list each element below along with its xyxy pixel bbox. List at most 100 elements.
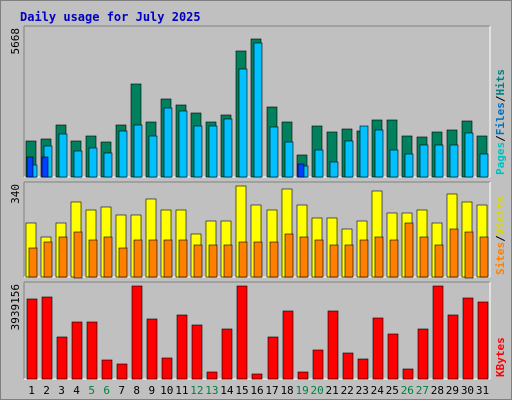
legend-label-hits: Hits xyxy=(494,69,507,96)
day-label: 21 xyxy=(326,384,339,397)
sites-bar xyxy=(148,239,158,278)
sites-bar xyxy=(359,239,369,278)
panel-2-legend: Sites/Visits xyxy=(494,196,507,276)
files-bar xyxy=(73,150,83,178)
kbytes-bar xyxy=(267,336,279,380)
kbytes-bar xyxy=(357,358,369,380)
files-bar xyxy=(419,144,429,178)
files-bar xyxy=(223,118,233,178)
kbytes-bar xyxy=(26,298,38,380)
day-label: 11 xyxy=(175,384,188,397)
legend-label-: / xyxy=(494,235,507,242)
legend-label-files: Files xyxy=(494,102,507,135)
sites-bar xyxy=(193,244,203,278)
sites-bar xyxy=(299,236,309,278)
day-label: 27 xyxy=(416,384,429,397)
kbytes-bar xyxy=(191,324,203,380)
sites-bar xyxy=(178,239,188,278)
files-bar xyxy=(359,125,369,178)
kbytes-bar xyxy=(312,349,324,380)
day-label: 17 xyxy=(265,384,278,397)
day-label: 29 xyxy=(446,384,459,397)
kbytes-bar xyxy=(447,314,459,380)
day-label: 8 xyxy=(133,384,140,397)
sites-bar xyxy=(329,244,339,278)
day-label: 5 xyxy=(88,384,95,397)
day-label: 19 xyxy=(295,384,308,397)
sites-bar xyxy=(223,244,233,278)
legend-label-sites: Sites xyxy=(494,242,507,275)
kbytes-bar xyxy=(342,352,354,380)
kbytes-bar xyxy=(417,328,429,380)
files-bar xyxy=(103,152,113,178)
files-bar xyxy=(163,107,173,178)
kbytes-bar xyxy=(86,321,98,380)
sites-bar xyxy=(253,241,263,278)
kbytes-bar xyxy=(236,285,248,380)
day-label: 25 xyxy=(386,384,399,397)
files-bar xyxy=(133,124,143,178)
day-label: 13 xyxy=(205,384,218,397)
legend-label-: / xyxy=(494,135,507,142)
day-label: 30 xyxy=(461,384,474,397)
files-bar xyxy=(238,68,248,178)
sites-bar xyxy=(58,236,68,278)
day-label: 16 xyxy=(250,384,263,397)
day-label: 28 xyxy=(431,384,444,397)
files-bar xyxy=(58,133,68,178)
kbytes-bar xyxy=(221,328,233,380)
panel-3-legend: KBytes xyxy=(494,337,507,377)
day-label: 9 xyxy=(148,384,155,397)
files-bar xyxy=(148,135,158,178)
kbytes-bar xyxy=(56,336,68,380)
files-bar xyxy=(449,144,459,178)
kbytes-bar xyxy=(146,318,158,380)
sites-bar xyxy=(88,239,98,278)
kbytes-bar xyxy=(206,371,218,380)
chart-title: Daily usage for July 2025 xyxy=(20,10,201,24)
files-bar xyxy=(208,125,218,178)
kbytes-bar xyxy=(116,363,128,380)
day-label: 2 xyxy=(43,384,50,397)
kbytes-bar xyxy=(71,321,83,380)
sites-bar xyxy=(449,228,459,278)
files-bar xyxy=(178,110,188,178)
sites-bar xyxy=(284,233,294,278)
day-label: 23 xyxy=(356,384,369,397)
day-label: 24 xyxy=(371,384,385,397)
sites-bar xyxy=(118,247,128,278)
day-label: 22 xyxy=(341,384,354,397)
files-bar xyxy=(464,132,474,178)
sites-bar xyxy=(28,247,38,278)
files-bar xyxy=(193,125,203,178)
kbytes-bar xyxy=(327,310,339,380)
sites-bar xyxy=(238,241,248,278)
kbytes-bar xyxy=(462,297,474,380)
sites-bar xyxy=(434,244,444,278)
day-label: 20 xyxy=(311,384,324,397)
pages-bar xyxy=(297,163,305,178)
day-label: 3 xyxy=(58,384,65,397)
sites-bar xyxy=(479,236,489,278)
files-bar xyxy=(284,141,294,178)
files-bar xyxy=(314,149,324,178)
kbytes-bar xyxy=(101,359,113,380)
sites-bar xyxy=(163,239,173,278)
legend-label-visits: Visits xyxy=(494,196,507,236)
sites-bar xyxy=(389,239,399,278)
panel-1-ymax-label: 5668 xyxy=(9,28,22,55)
files-bar xyxy=(479,153,489,178)
files-bar xyxy=(253,42,263,178)
kbytes-bar xyxy=(432,285,444,380)
sites-bar xyxy=(374,236,384,278)
sites-bar xyxy=(344,244,354,278)
day-label: 31 xyxy=(476,384,489,397)
files-bar xyxy=(389,149,399,178)
kbytes-bar xyxy=(161,357,173,380)
legend-label-: / xyxy=(494,95,507,102)
sites-bar xyxy=(133,239,143,278)
day-label: 14 xyxy=(220,384,234,397)
day-label: 15 xyxy=(235,384,248,397)
day-label: 12 xyxy=(190,384,203,397)
